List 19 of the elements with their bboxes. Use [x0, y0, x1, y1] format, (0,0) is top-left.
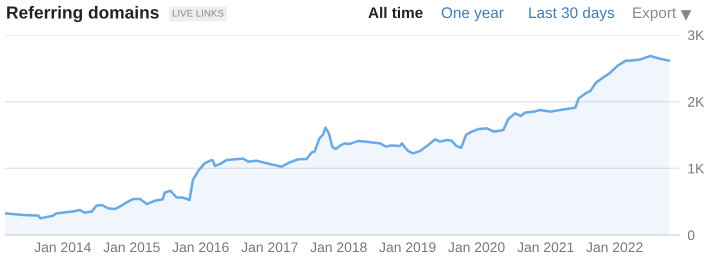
- text: All time: [368, 6, 423, 18]
- x-tick-label: Jan 2022: [586, 242, 642, 252]
- text: Last 30 days: [529, 6, 614, 22]
- y-tick-label: 3K: [688, 30, 704, 40]
- x-tick-label: Jan 2016: [172, 242, 229, 252]
- y-tick-label: 1K: [688, 164, 704, 174]
- x-tick-label: Jan 2017: [241, 242, 298, 252]
- chart-subtitle: LIVE LINKS: [172, 10, 224, 17]
- chart-title: Referring domains: [7, 6, 159, 22]
- text: Export: [633, 7, 676, 22]
- y-tick-label: 2K: [688, 97, 704, 107]
- x-tick-label: Jan 2019: [379, 242, 436, 252]
- y-tick-label: 0: [688, 230, 695, 240]
- x-tick-label: Jan 2020: [448, 242, 505, 252]
- x-tick-label: Jan 2021: [517, 242, 574, 252]
- x-tick-label: Jan 2015: [103, 242, 160, 252]
- text: One year: [442, 7, 504, 22]
- x-tick-label: Jan 2018: [310, 242, 367, 252]
- x-tick-label: Jan 2014: [34, 242, 91, 252]
